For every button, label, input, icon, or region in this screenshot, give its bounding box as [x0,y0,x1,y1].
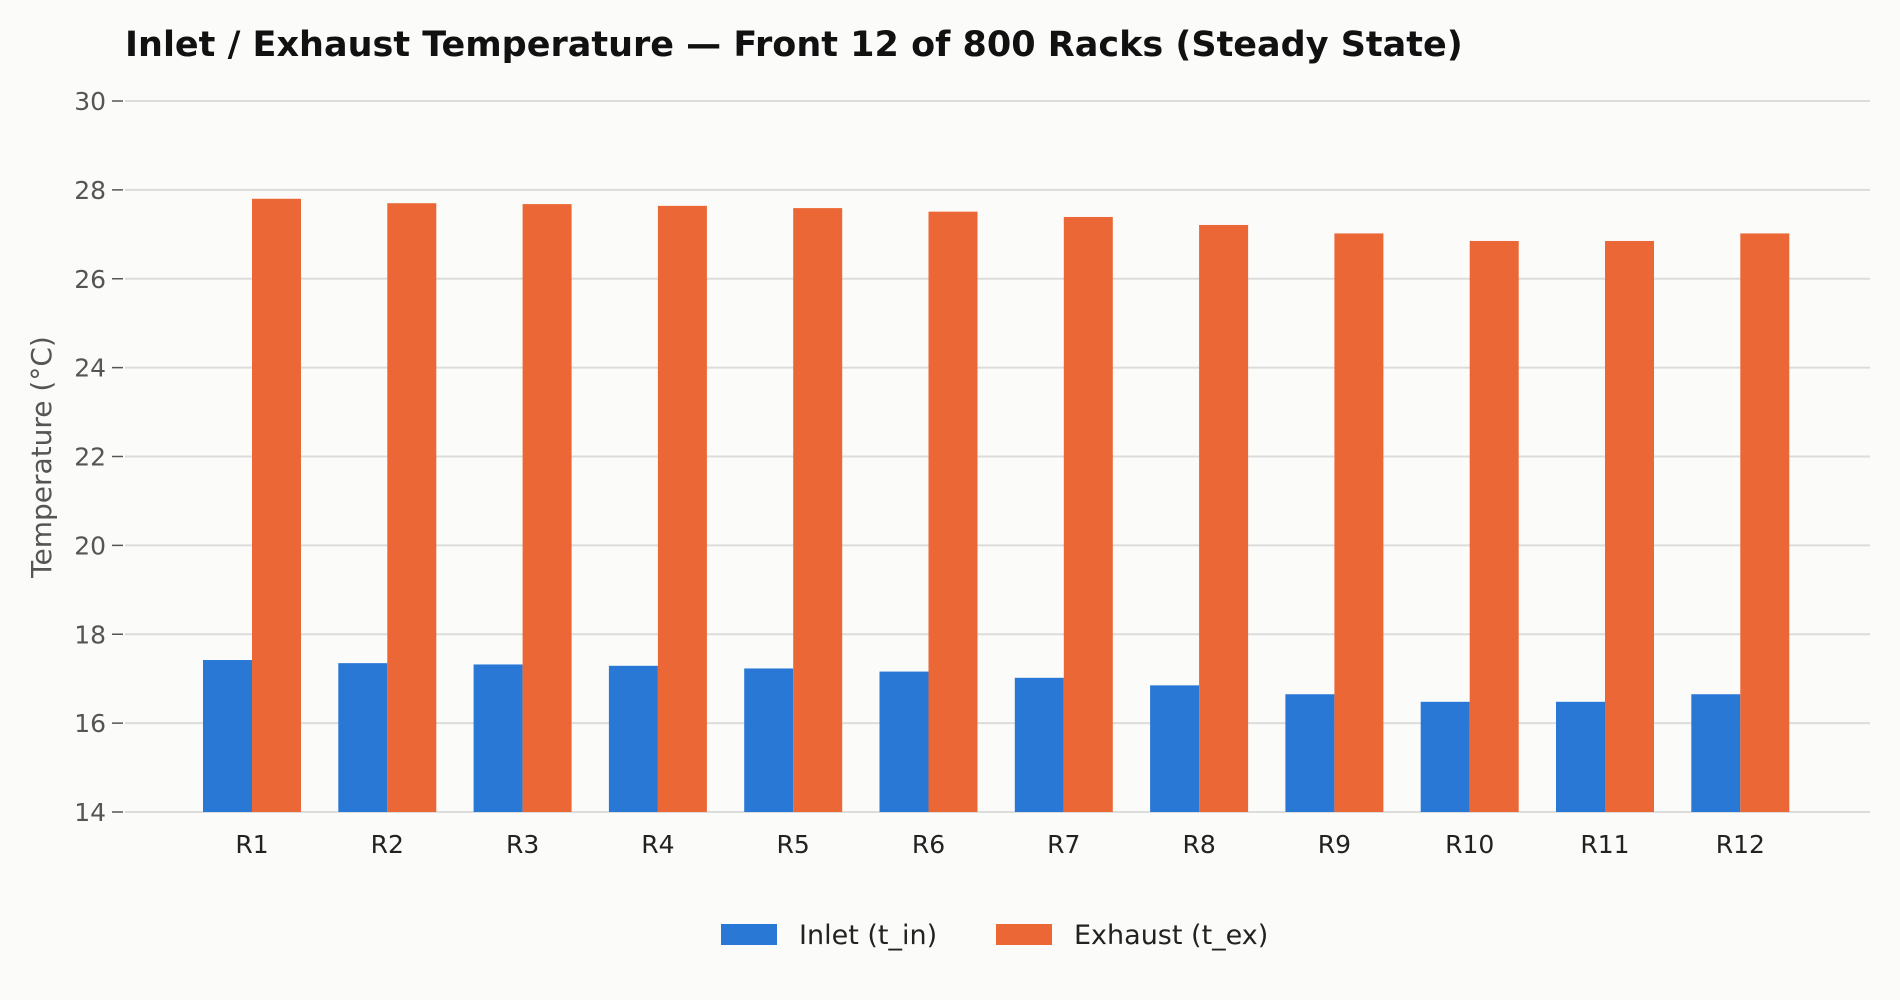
bar-exhaust [1469,240,1519,812]
bar-exhaust [657,205,707,812]
bar-inlet [1014,677,1064,812]
bar-inlet [1691,694,1741,812]
x-tick-label: R10 [1445,830,1494,859]
y-tick-label: 14 [74,798,106,827]
bar-inlet [473,664,523,812]
y-tick-label: 26 [74,265,106,294]
bar-inlet [1150,685,1200,812]
bar-exhaust [793,208,843,813]
bar-exhaust [522,204,572,813]
x-tick-label: R4 [641,830,674,859]
bar-exhaust [387,203,437,813]
bar-inlet [1420,701,1470,812]
bar-inlet [608,665,658,812]
legend-swatch [996,924,1052,945]
chart-title: Inlet / Exhaust Temperature — Front 12 o… [125,25,1463,65]
bar-inlet [203,660,252,812]
bar-exhaust [1334,233,1384,812]
x-tick-label: R3 [506,830,539,859]
bar-exhaust [1605,240,1654,812]
legend-label: Inlet (t_in) [799,920,937,951]
bar-exhaust [1063,216,1113,812]
x-tick-label: R5 [777,830,810,859]
bar-exhaust [1199,224,1249,813]
legend: Inlet (t_in) Exhaust (t_ex) [721,920,1268,951]
x-tick-label: R1 [235,830,268,859]
x-tick-label: R8 [1182,830,1215,859]
x-tick-label: R9 [1318,830,1351,859]
y-tick-label: 22 [74,443,106,472]
y-tick-label: 30 [74,87,106,116]
bar-inlet [879,671,929,812]
y-axis-ticks: 14 16 18 20 22 24 26 28 30 [74,87,123,827]
y-tick-label: 18 [74,620,106,649]
bar-inlet [1556,701,1605,812]
x-tick-label: R6 [912,830,945,859]
y-axis-label: Temperature (°C) [25,336,58,579]
x-tick-label: R11 [1580,830,1629,859]
bar-inlet [1285,694,1335,812]
legend-swatch [721,924,777,945]
x-axis-ticks: R1 R2 R3 R4 R5 R6 R7 R8 R9 R10 R11 R12 [235,830,1765,859]
bar-exhaust [1740,233,1790,812]
y-tick-label: 16 [74,709,106,738]
x-tick-label: R7 [1047,830,1080,859]
x-tick-label: R12 [1716,830,1765,859]
bars [203,198,1790,813]
bar-inlet [338,663,388,812]
bar-exhaust [928,211,978,813]
x-tick-label: R2 [371,830,404,859]
legend-label: Exhaust (t_ex) [1074,920,1268,951]
bar-exhaust [252,198,301,812]
y-tick-label: 28 [74,176,106,205]
y-tick-label: 20 [74,531,106,560]
bar-inlet [744,668,794,812]
y-tick-label: 24 [74,354,106,383]
